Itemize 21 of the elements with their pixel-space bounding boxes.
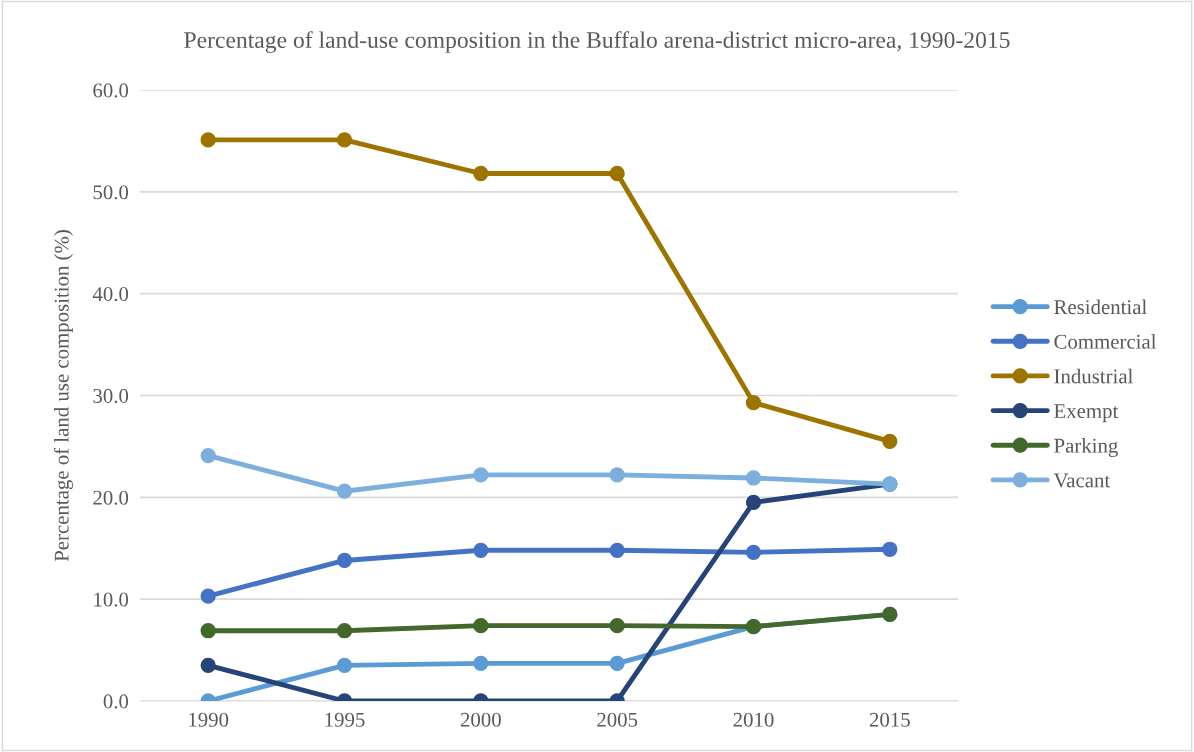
legend-label: Commercial (1054, 334, 1157, 349)
legend-label: Parking (1054, 438, 1118, 458)
legend-label: Exempt (1054, 404, 1119, 423)
y-tick-label: 20.0 (93, 490, 129, 505)
y-tick-label: 30.0 (93, 388, 129, 404)
x-tick-label: 2005 (597, 712, 638, 727)
y-tick-label: 0.0 (103, 694, 129, 709)
y-tick-label: 50.0 (93, 185, 129, 200)
x-tick-label: 1995 (325, 712, 365, 727)
legend-label: Vacant (1053, 473, 1111, 488)
y-tick-label: 40.0 (92, 287, 129, 302)
y-tick-label: 10.0 (94, 592, 129, 607)
x-tick-label: 2000 (460, 712, 501, 727)
x-tick-label: 2015 (869, 712, 910, 727)
x-tick-label: 2010 (733, 712, 774, 727)
legend-label: Industrial (1054, 368, 1133, 384)
y-axis-title: Percentage of land use composition (%) (53, 230, 73, 562)
y-tick-label: 60.0 (93, 83, 129, 98)
chart-title: Percentage of land-use composition in the Buffalo arena-district micro-area, 1990-2015 (184, 31, 1010, 53)
x-tick-label: 1990 (189, 712, 229, 727)
legend-label: Residential (1054, 299, 1147, 315)
